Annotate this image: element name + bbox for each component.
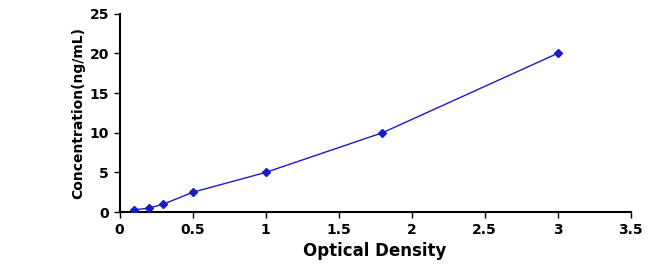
Y-axis label: Concentration(ng/mL): Concentration(ng/mL) bbox=[72, 27, 86, 199]
X-axis label: Optical Density: Optical Density bbox=[303, 242, 447, 260]
